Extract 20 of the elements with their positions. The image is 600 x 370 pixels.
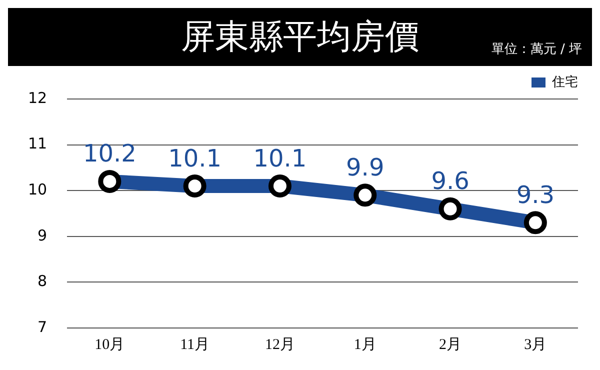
y-tick-label: 10 [28, 180, 48, 198]
x-tick-label: 12月 [264, 336, 295, 353]
data-label: 9.9 [346, 153, 384, 182]
data-label: 10.1 [253, 144, 307, 172]
chart-subtitle: 單位：萬元 / 坪 [491, 41, 582, 58]
data-label: 10.1 [168, 144, 222, 172]
x-tick-label: 1月 [354, 336, 376, 353]
legend-label: 住宅 [551, 74, 578, 90]
chart-title: 屏東縣平均房價 [181, 16, 419, 59]
data-label: 10.2 [82, 140, 136, 168]
x-tick-label: 10月 [94, 336, 125, 353]
y-tick-label: 8 [38, 272, 48, 290]
x-tick-label: 3月 [524, 336, 547, 353]
y-tick-label: 11 [28, 134, 48, 153]
data-label: 9.6 [431, 167, 470, 196]
y-tick-label: 9 [38, 226, 48, 244]
y-tick-label: 12 [28, 88, 48, 107]
y-tick-label: 7 [38, 318, 48, 336]
x-tick-label: 2月 [439, 336, 462, 353]
x-tick-label: 11月 [180, 336, 210, 353]
